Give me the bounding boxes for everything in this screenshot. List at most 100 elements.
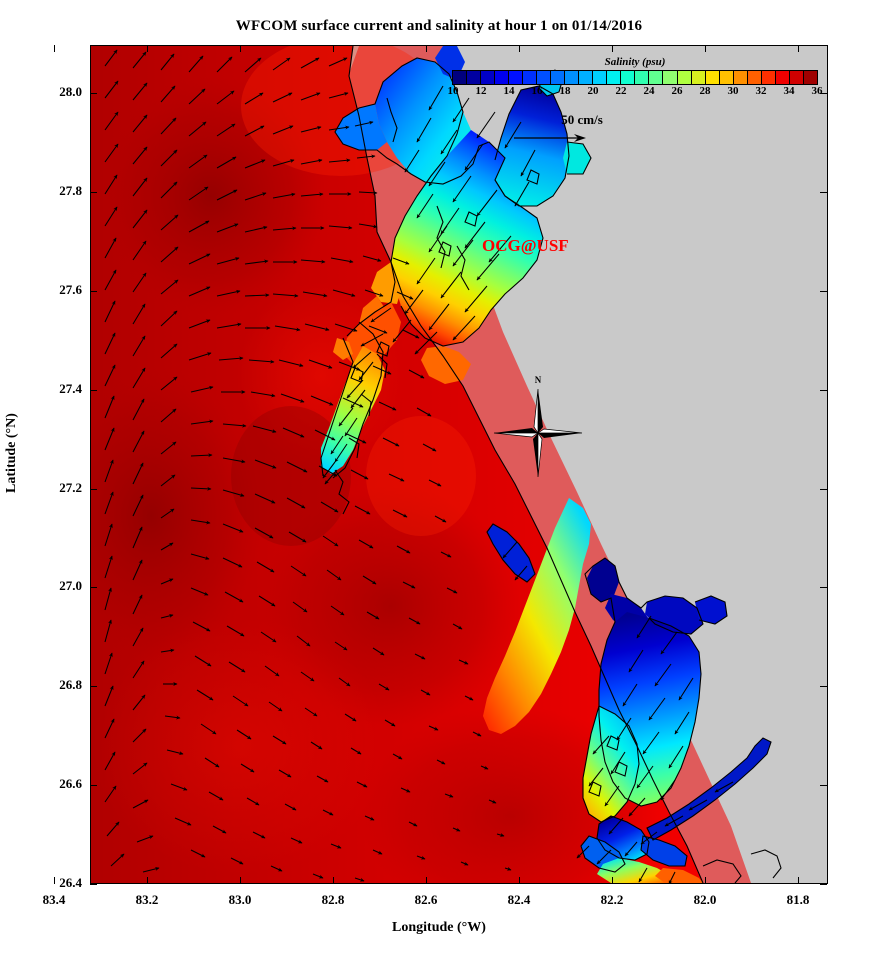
- colorbar-segment: [467, 71, 482, 84]
- colorbar-segment: [649, 71, 664, 84]
- x-tick-mark: [333, 45, 334, 52]
- watermark-label: OCG@USF: [482, 236, 569, 255]
- x-tick-mark: [798, 45, 799, 52]
- colorbar-segment: [747, 71, 762, 84]
- x-tick-mark: [612, 877, 613, 884]
- colorbar-segment: [677, 71, 692, 84]
- x-tick-label: 82.2: [600, 892, 624, 907]
- colorbar-segment: [593, 71, 608, 84]
- y-tick-label: 27.0: [59, 578, 82, 594]
- x-tick-mark: [705, 45, 706, 52]
- colorbar-segment: [733, 71, 748, 84]
- x-tick-label: 83.0: [228, 892, 252, 907]
- y-tick-mark: [90, 389, 97, 391]
- colorbar-tick: 10: [447, 85, 459, 97]
- x-tick-mark: [798, 877, 799, 884]
- y-tick-mark: [90, 884, 97, 885]
- compass-north-label: N: [534, 375, 542, 385]
- x-tick-mark: [147, 877, 148, 884]
- y-tick-label: 27.2: [59, 479, 82, 495]
- colorbar-segment: [523, 71, 538, 84]
- colorbar-segment: [789, 71, 804, 84]
- page-title: WFCOM surface current and salinity at ho…: [235, 18, 643, 34]
- colorbar-segment: [705, 71, 720, 84]
- x-tick-label: 82.6: [414, 892, 438, 907]
- colorbar-segment: [551, 71, 566, 84]
- y-tick-mark: [90, 93, 97, 94]
- pine-island-sound: [583, 706, 639, 822]
- compass-rose: N: [490, 375, 586, 481]
- x-tick-mark: [147, 45, 148, 52]
- y-tick-label: 26.4: [59, 875, 82, 890]
- x-tick-label: 83.4: [42, 892, 66, 907]
- y-tick-mark: [820, 389, 827, 391]
- x-tick-mark: [54, 45, 55, 52]
- colorbar-segment: [635, 71, 650, 84]
- colorbar-tick: 26: [671, 85, 683, 97]
- y-tick-mark: [820, 93, 827, 94]
- right-arrow-icon: [514, 134, 586, 142]
- y-tick-mark: [820, 587, 827, 589]
- y-tick-label: 26.6: [59, 776, 82, 792]
- colorbar-segment: [537, 71, 552, 84]
- caloosahatchee-river: [647, 738, 771, 840]
- colorbar-tick: 28: [699, 85, 711, 97]
- colorbar[interactable]: Salinity (psu) 10 12 14 16 18 20 22 24 26 28 30 32 3…: [448, 56, 823, 99]
- y-tick-label: 26.8: [59, 677, 82, 693]
- x-axis-title: Longitude (°W): [392, 920, 486, 935]
- y-tick-mark: [820, 488, 827, 490]
- y-tick-mark: [90, 488, 97, 490]
- colorbar-tick: 22: [615, 85, 627, 97]
- colorbar-gradient[interactable]: [452, 70, 818, 85]
- y-tick-mark: [90, 686, 97, 688]
- colorbar-tick: 20: [587, 85, 599, 97]
- colorbar-tick: 12: [475, 85, 487, 97]
- colorbar-segment: [495, 71, 510, 84]
- hillsborough-bay: [495, 86, 569, 206]
- colorbar-segment: [761, 71, 776, 84]
- colorbar-tick: 34: [783, 85, 795, 97]
- colorbar-tick: 14: [503, 85, 515, 97]
- sarasota-bay: [321, 346, 385, 474]
- x-tick-mark: [426, 45, 427, 52]
- x-tick-mark: [54, 877, 55, 884]
- colorbar-segment: [719, 71, 734, 84]
- y-tick-mark: [820, 686, 827, 688]
- x-tick-label: 82.8: [321, 892, 345, 907]
- x-tick-mark: [519, 877, 520, 884]
- colorbar-segment: [481, 71, 496, 84]
- y-tick-mark: [90, 587, 97, 589]
- x-tick-mark: [612, 45, 613, 52]
- colorbar-tick: 30: [727, 85, 739, 97]
- colorbar-tick: 16: [531, 85, 543, 97]
- vector-scale-label: 50 cm/s: [561, 112, 603, 127]
- y-tick-label: 28.0: [59, 84, 82, 99]
- coastline: [320, 46, 782, 883]
- colorbar-segment: [691, 71, 706, 84]
- colorbar-segment: [607, 71, 622, 84]
- map-svg: [91, 46, 827, 883]
- colorbar-tick-labels: 10 12 14 16 18 20 22 24 26 28 30 32 34 36: [448, 85, 823, 99]
- y-tick-mark: [820, 191, 827, 193]
- colorbar-title: Salinity (psu): [604, 56, 666, 68]
- y-tick-mark: [90, 191, 97, 193]
- y-tick-mark: [820, 290, 827, 292]
- colorbar-segment: [663, 71, 678, 84]
- colorbar-segment: [803, 71, 817, 84]
- y-tick-label: 27.4: [59, 380, 82, 396]
- x-tick-label: 83.2: [135, 892, 159, 907]
- x-tick-label: 82.0: [693, 892, 717, 907]
- x-tick-mark: [240, 45, 241, 52]
- x-tick-mark: [240, 877, 241, 884]
- vector-scale-key: 50 cm/s: [512, 112, 652, 144]
- y-axis-title: Latitude (°N): [4, 413, 19, 493]
- x-tick-mark: [333, 877, 334, 884]
- x-tick-label: 81.8: [786, 892, 810, 907]
- colorbar-tick: 36: [811, 85, 823, 97]
- gasparilla-inner-shelf: [483, 498, 591, 734]
- colorbar-segment: [775, 71, 790, 84]
- map-plot-area[interactable]: [90, 45, 828, 884]
- y-tick-mark: [90, 785, 97, 787]
- colorbar-segment: [509, 71, 524, 84]
